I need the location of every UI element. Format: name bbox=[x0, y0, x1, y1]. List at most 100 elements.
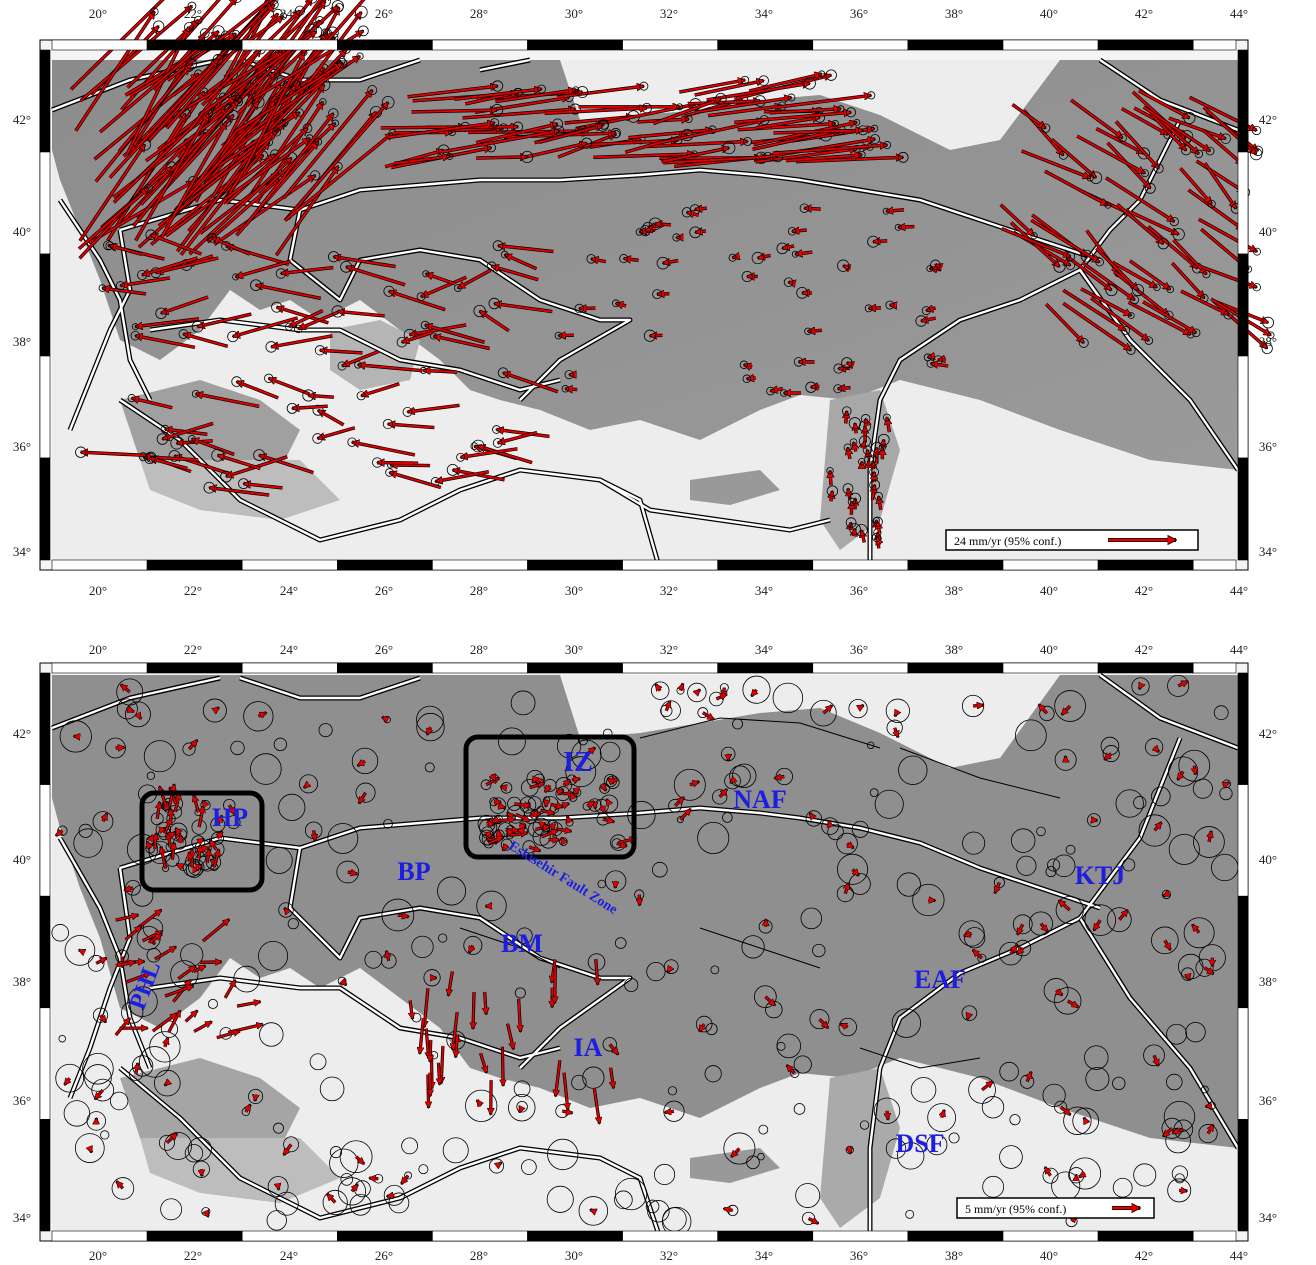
axis-segment bbox=[717, 559, 814, 571]
axis-segment bbox=[622, 1230, 718, 1242]
velocity-arrow bbox=[687, 212, 700, 215]
error-circle bbox=[73, 828, 103, 858]
axis-segment bbox=[1237, 457, 1249, 561]
velocity-arrow bbox=[866, 419, 868, 426]
residual-arrow bbox=[1154, 1054, 1158, 1065]
axis-segment bbox=[1237, 672, 1249, 785]
residual-arrow bbox=[505, 830, 519, 831]
error-ellipse bbox=[152, 20, 165, 32]
velocity-arrow bbox=[1127, 301, 1190, 336]
lat-tick-labels-left: 34° 36° 38° 40° 42° bbox=[13, 726, 31, 1225]
velocity-arrow bbox=[830, 471, 831, 486]
error-ellipse bbox=[264, 373, 274, 383]
residual-arrow bbox=[689, 782, 699, 785]
residual-arrow bbox=[508, 830, 511, 836]
axis-segment bbox=[527, 662, 623, 674]
velocity-arrow bbox=[1062, 302, 1131, 350]
label-ktj: KTJ bbox=[1075, 861, 1126, 890]
velocity-arrow bbox=[538, 126, 603, 144]
error-ellipse bbox=[1121, 326, 1131, 335]
error-circle bbox=[790, 1068, 800, 1078]
residual-arrow bbox=[731, 1147, 741, 1157]
velocity-arrow bbox=[624, 259, 639, 261]
residual-arrow bbox=[201, 1169, 202, 1176]
error-circle bbox=[836, 832, 858, 855]
velocity-arrow bbox=[402, 331, 433, 343]
error-ellipse bbox=[354, 5, 368, 19]
error-ellipse bbox=[178, 329, 189, 339]
velocity-arrow bbox=[148, 102, 238, 194]
error-ellipse bbox=[271, 301, 283, 313]
velocity-arrow bbox=[213, 175, 315, 246]
velocity-arrow bbox=[423, 370, 458, 372]
residual-arrow bbox=[155, 833, 156, 850]
error-circle bbox=[59, 720, 92, 753]
error-circle bbox=[226, 815, 241, 830]
velocity-arrow bbox=[695, 98, 791, 114]
error-circle bbox=[1193, 826, 1225, 858]
residual-arrow bbox=[174, 793, 180, 813]
residual-arrow bbox=[518, 830, 525, 831]
residual-arrow bbox=[1138, 686, 1140, 689]
residual-arrow bbox=[546, 799, 547, 807]
error-ellipse bbox=[858, 435, 871, 448]
residual-arrow bbox=[215, 708, 219, 711]
velocity-arrow bbox=[361, 382, 400, 396]
error-ellipse bbox=[681, 207, 693, 218]
error-ellipse bbox=[187, 435, 196, 443]
velocity-arrow bbox=[192, 439, 235, 456]
velocity-arrow bbox=[808, 330, 823, 331]
error-circle bbox=[416, 712, 445, 742]
error-circle bbox=[1166, 1023, 1187, 1045]
error-ellipse bbox=[837, 259, 850, 272]
velocity-arrow bbox=[175, 51, 282, 115]
axis-segment bbox=[241, 39, 338, 51]
residual-arrow bbox=[567, 816, 569, 822]
error-circle bbox=[712, 789, 728, 805]
residual-arrow bbox=[1010, 945, 1017, 955]
axis-segment bbox=[812, 662, 909, 674]
residual-arrow bbox=[810, 813, 814, 818]
error-ellipse bbox=[150, 7, 159, 16]
tick-label: 44° bbox=[1230, 6, 1248, 21]
residual-arrow bbox=[850, 1150, 851, 1154]
error-ellipse bbox=[279, 12, 287, 20]
error-ellipse bbox=[194, 15, 203, 25]
axis-segment bbox=[1237, 253, 1249, 357]
error-circle bbox=[78, 823, 93, 838]
residual-arrow bbox=[541, 830, 558, 838]
velocity-arrow bbox=[196, 394, 260, 408]
error-ellipse bbox=[872, 532, 882, 543]
residual-arrow bbox=[477, 1100, 481, 1106]
error-ellipse bbox=[863, 455, 875, 466]
error-circle bbox=[874, 789, 904, 819]
velocity-arrow bbox=[498, 246, 554, 253]
residual-arrow bbox=[95, 1089, 104, 1099]
residual-arrow bbox=[853, 869, 859, 875]
axis-segment bbox=[717, 39, 814, 51]
axis-segment bbox=[39, 49, 51, 153]
residual-arrow bbox=[667, 967, 671, 973]
residual-arrow bbox=[159, 786, 167, 807]
error-ellipse bbox=[885, 300, 895, 310]
error-ellipse bbox=[843, 443, 852, 452]
velocity-arrow bbox=[80, 6, 192, 102]
error-circle bbox=[248, 1088, 264, 1104]
residual-arrow bbox=[284, 1143, 292, 1155]
axis-segment bbox=[1237, 355, 1249, 459]
residual-arrow bbox=[180, 836, 182, 844]
error-circle bbox=[513, 1080, 531, 1098]
velocity-arrow bbox=[320, 350, 363, 353]
residual-arrow bbox=[358, 761, 366, 766]
velocity-arrow bbox=[476, 157, 527, 158]
residual-arrow bbox=[1172, 1129, 1184, 1133]
error-circle bbox=[885, 1138, 907, 1159]
error-ellipse bbox=[842, 483, 854, 494]
tick-label: 42° bbox=[1135, 6, 1153, 21]
error-ellipse bbox=[1169, 216, 1179, 227]
velocity-arrow bbox=[1201, 128, 1244, 165]
error-circle bbox=[687, 682, 707, 703]
velocity-vectors bbox=[69, 0, 1275, 549]
residual-arrow bbox=[995, 882, 1000, 893]
residual-arrow bbox=[563, 1072, 568, 1110]
